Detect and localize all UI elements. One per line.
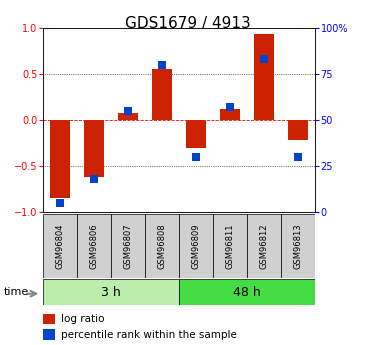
Point — [227, 104, 233, 110]
Text: GSM96811: GSM96811 — [225, 223, 234, 268]
Point — [159, 62, 165, 67]
Text: 48 h: 48 h — [233, 286, 261, 299]
Bar — [179, 279, 315, 305]
Text: GSM96813: GSM96813 — [294, 223, 303, 269]
Text: GSM96808: GSM96808 — [158, 223, 166, 269]
Bar — [43, 214, 77, 278]
Bar — [50, 120, 70, 198]
Bar — [152, 69, 172, 120]
Text: time: time — [4, 287, 29, 297]
Bar — [186, 120, 206, 148]
Bar — [118, 114, 138, 120]
Text: percentile rank within the sample: percentile rank within the sample — [61, 330, 237, 340]
Bar — [247, 214, 281, 278]
Bar — [145, 214, 179, 278]
Text: GDS1679 / 4913: GDS1679 / 4913 — [124, 16, 250, 30]
Bar — [179, 214, 213, 278]
Text: GSM96807: GSM96807 — [124, 223, 133, 269]
Point — [125, 108, 131, 114]
Bar — [43, 329, 55, 340]
Bar — [281, 214, 315, 278]
Text: GSM96804: GSM96804 — [56, 223, 64, 268]
Bar — [288, 120, 308, 140]
Text: 3 h: 3 h — [101, 286, 121, 299]
Bar — [84, 120, 104, 177]
Point — [193, 154, 199, 159]
Bar — [111, 214, 145, 278]
Bar — [254, 34, 274, 120]
Bar — [213, 214, 247, 278]
Point — [91, 176, 97, 182]
Point — [57, 200, 63, 206]
Point — [261, 56, 267, 62]
Bar — [77, 214, 111, 278]
Text: log ratio: log ratio — [61, 314, 104, 324]
Text: GSM96806: GSM96806 — [90, 223, 99, 269]
Bar — [43, 314, 55, 324]
Bar — [220, 109, 240, 120]
Text: GSM96809: GSM96809 — [192, 223, 201, 268]
Bar — [43, 279, 179, 305]
Text: GSM96812: GSM96812 — [260, 223, 268, 268]
Point — [295, 154, 301, 159]
